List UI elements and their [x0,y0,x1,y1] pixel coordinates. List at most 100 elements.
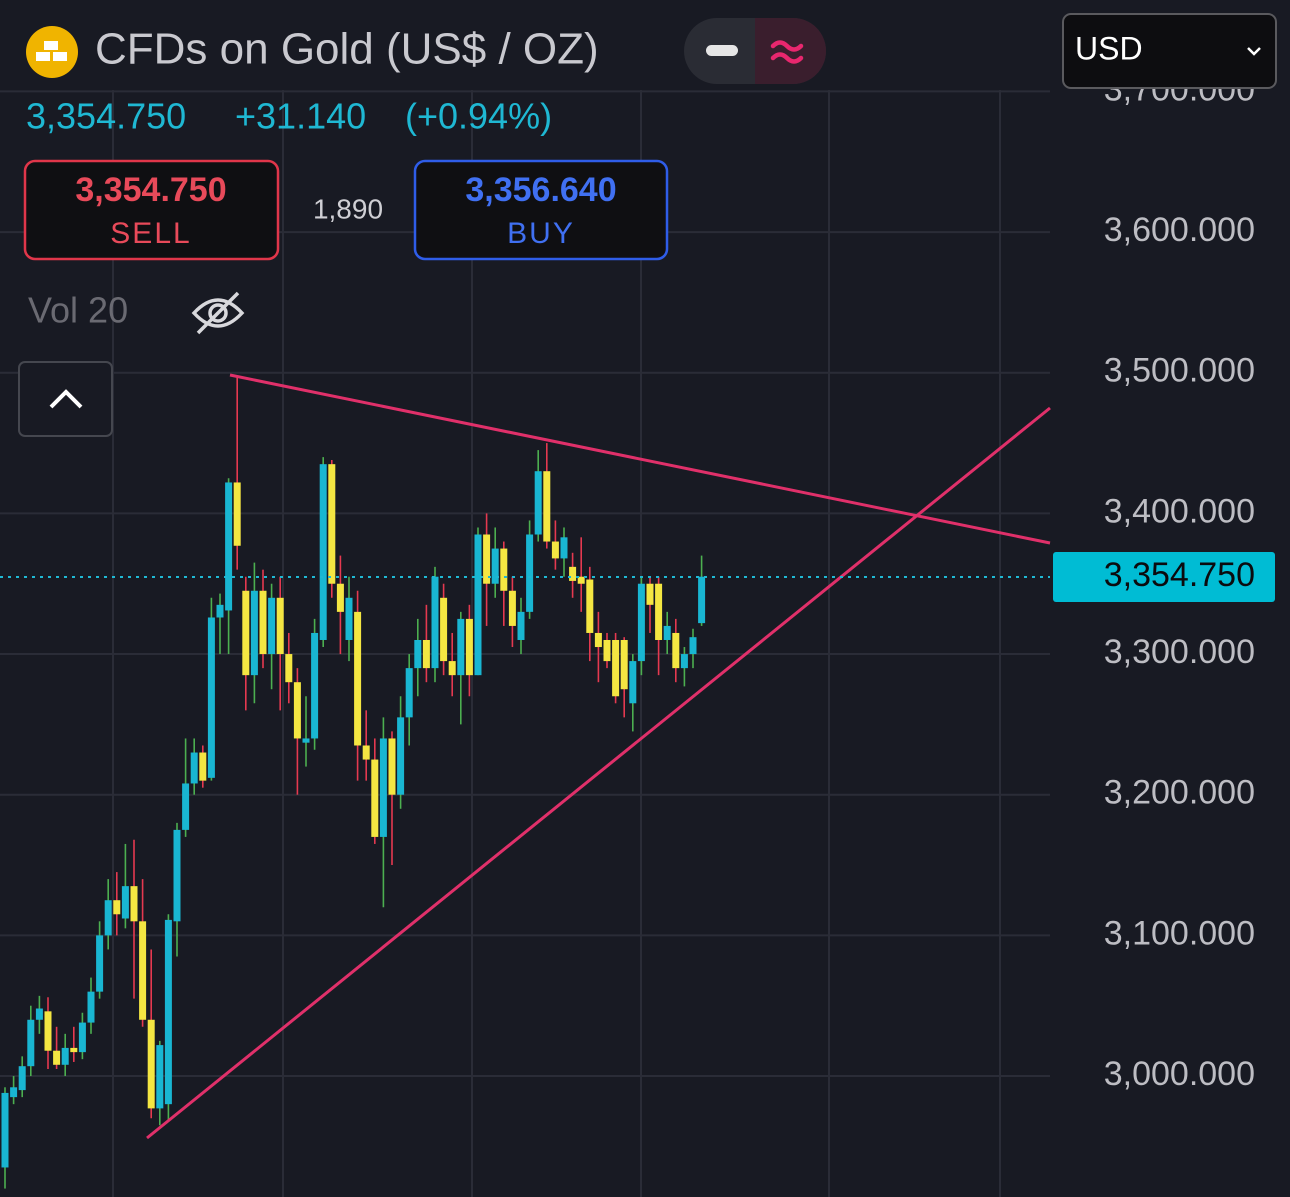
trend-line [146,406,1051,1140]
candle-body [173,829,181,922]
candle-body [422,639,430,669]
instrument-title: CFDs on Gold (US$ / OZ) [95,25,599,74]
y-tick-label: 3,100.000 [1104,914,1255,952]
candle-body [534,471,542,535]
candle-body [121,886,129,919]
candle-body [147,1019,155,1109]
candle-body [646,583,654,605]
candle-body [500,548,508,591]
header-bg [0,0,1050,90]
buy-button[interactable]: 3,356.640 BUY [413,159,669,261]
candle-body [276,597,284,655]
trend-line [229,373,1051,545]
candle-body [586,579,594,633]
candle-body [414,639,422,669]
candle-body [302,738,310,743]
gold-icon [26,26,78,78]
y-tick-label: 3,300.000 [1104,633,1255,671]
candle-body [560,537,568,559]
candle-body [130,886,138,922]
buy-price: 3,356.640 [465,171,616,209]
candle-body [465,618,473,676]
candle-body [371,759,379,837]
candle-body [35,1008,43,1020]
candle-body [431,576,439,669]
candle-body [577,576,585,584]
candle-body [680,654,688,669]
volume-label: Vol 20 [28,290,128,331]
y-tick-label: 3,500.000 [1104,352,1255,390]
candle-body [405,668,413,718]
candle-body [388,738,396,795]
candle-body [491,548,499,584]
last-price-label: 3,354.750 [1104,556,1255,594]
candle-body [216,604,224,618]
candle-body [268,597,276,655]
candle-body [397,717,405,795]
candle-body [242,590,250,676]
y-tick-label: 3,000.000 [1104,1055,1255,1093]
last-price-tag [1053,552,1275,603]
candle-body [113,900,121,915]
candle-body [10,1087,18,1098]
candle-body [594,632,602,648]
quote-change: +31.140 [235,96,366,137]
sell-price: 3,354.750 [75,171,226,209]
candle-body [440,597,448,662]
candle-body [61,1047,69,1065]
candle-body [448,661,456,676]
candle-body [44,1011,52,1051]
y-tick-label: 3,200.000 [1104,774,1255,812]
buy-label: BUY [507,217,575,250]
candle-body [328,464,336,584]
hide-volume-icon[interactable] [191,291,245,335]
candle-body [698,576,706,624]
y-axis: 3,000.000 3,100.000 3,200.000 3,300.000 3,40… [0,70,1255,1093]
candle-body [70,1047,78,1053]
candle-body [663,625,671,640]
chart-mode-toggle[interactable] [684,18,826,84]
candle-body [474,534,482,676]
y-tick-label: 3,400.000 [1104,492,1255,530]
quote-price: 3,354.750 [26,96,186,137]
spread: 1,890 [313,193,383,224]
currency: USD [1075,30,1143,66]
candle-body [225,482,233,611]
candle-body [18,1066,26,1091]
candle-body [672,632,680,669]
quote-change-pct: (+0.94%) [405,96,552,137]
candle-body [345,597,353,640]
candles [1,376,706,1189]
candle-body [526,534,534,612]
candle-body [104,900,112,936]
candle-body [354,611,362,746]
candle-body [27,1019,35,1067]
candle-body [250,590,258,676]
candle-body [689,637,697,655]
candle-body [259,590,267,655]
candle-body [603,639,611,662]
candle-body [543,471,551,542]
candle-body [87,991,95,1023]
candle-body [629,661,637,704]
currency-select[interactable]: USD [1062,13,1277,89]
candle-body [620,639,628,690]
candle-body [483,534,491,584]
candle-body [293,682,301,739]
last-price: 3,354.750 [0,552,1275,603]
candle-body [379,738,387,837]
candle-body [336,583,344,612]
candle-body [569,566,577,581]
candle-body [199,752,207,781]
sell-label: SELL [110,217,191,250]
candle-body [637,583,645,662]
candle-body [182,783,190,830]
candle-body [508,590,516,626]
candle-body [207,617,215,778]
candle-body [311,632,319,739]
sell-button[interactable]: 3,354.750 SELL [23,159,280,261]
collapse-button[interactable] [18,361,113,437]
candle-body [164,919,172,1105]
candle-body [655,583,663,640]
